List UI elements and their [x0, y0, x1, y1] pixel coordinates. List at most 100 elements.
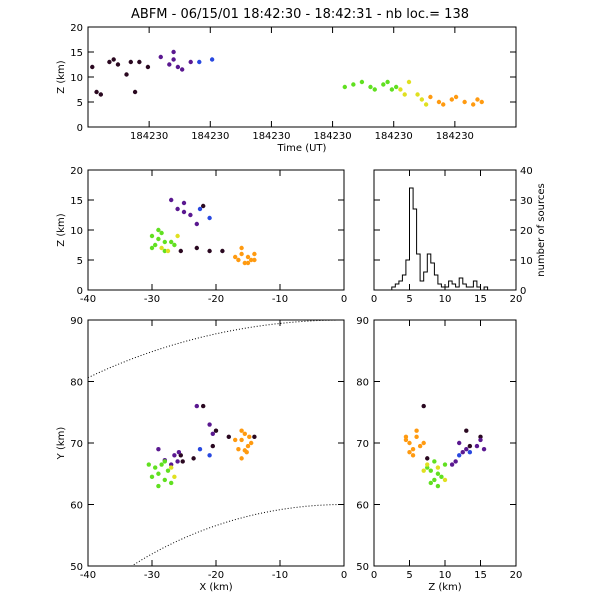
source-point [90, 64, 95, 70]
source-point [481, 446, 487, 452]
source-point [479, 99, 484, 105]
source-point [381, 82, 386, 87]
source-point [414, 428, 419, 433]
source-point [249, 257, 254, 263]
source-point [414, 434, 419, 440]
z-y-panel: 0 5 10 15 20 50 60 70 80 90 Z (km) [356, 316, 522, 593]
source-point [245, 254, 251, 260]
y-tick-label: 10 [70, 226, 83, 237]
source-point [207, 248, 212, 254]
source-point [188, 212, 193, 218]
source-point [419, 97, 425, 102]
source-point [171, 57, 176, 62]
y-tick-label: 20 [70, 166, 83, 177]
source-point [107, 59, 112, 65]
y-tick-label: 50 [70, 562, 83, 573]
x-tick-label: -10 [272, 294, 288, 305]
source-point [153, 465, 158, 470]
source-point [393, 84, 399, 90]
source-point [226, 434, 231, 440]
source-point [181, 209, 187, 215]
source-point [428, 480, 433, 486]
source-point [471, 102, 476, 107]
source-point [449, 97, 454, 102]
source-point [239, 437, 244, 443]
x-y-panel: -40 -30 -20 -10 0 50 60 70 80 90 X (km) Y (km) [56, 316, 347, 593]
x-tick-label: 0 [341, 294, 347, 305]
source-point [172, 242, 177, 248]
x-tick-label: 5 [406, 294, 412, 305]
source-point [169, 465, 174, 470]
source-point [236, 257, 241, 263]
y-tick-label: 20 [520, 226, 533, 237]
source-point [132, 89, 138, 95]
source-point [201, 403, 206, 409]
x-z-panel: -40 -30 -20 -10 0 0 5 10 15 20 Z (km) [56, 166, 347, 305]
x-tick-label: 15 [474, 294, 487, 305]
source-point [162, 477, 167, 483]
source-point [169, 462, 174, 467]
y-tick-label: 10 [70, 73, 83, 84]
y-tick-label: 60 [356, 501, 369, 512]
source-point [156, 227, 161, 233]
source-point [245, 260, 251, 266]
y-tick-label: 0 [77, 123, 83, 134]
x-tick-label: 0 [371, 570, 377, 581]
source-point [165, 248, 171, 254]
y-tick-label: 90 [356, 316, 369, 327]
source-point [432, 477, 437, 483]
source-point [210, 443, 215, 449]
plot-frame [87, 169, 345, 291]
x-tick-label: 184230 [436, 131, 474, 142]
source-point [207, 215, 212, 221]
x-tick-label: 0 [341, 570, 347, 581]
y-tick-label: 15 [70, 48, 83, 59]
x-tick-label: -10 [272, 570, 288, 581]
x-tick-label: 184230 [252, 131, 290, 142]
source-point [159, 462, 164, 467]
x-axis-label: Time (UT) [277, 143, 327, 154]
source-point [171, 49, 176, 55]
source-point [372, 87, 377, 92]
x-tick-label: -30 [144, 570, 160, 581]
source-point [439, 474, 444, 480]
source-point [169, 480, 174, 486]
y-axis-label: Y (km) [56, 427, 67, 461]
source-point [435, 483, 441, 489]
source-point [474, 443, 480, 449]
source-point [175, 64, 181, 70]
source-point [425, 462, 430, 467]
source-point [359, 79, 365, 85]
y-tick-label: 0 [77, 286, 83, 297]
source-point [402, 92, 407, 97]
source-point [162, 239, 167, 245]
source-point [137, 59, 142, 65]
source-point [197, 446, 203, 452]
source-point [428, 468, 433, 473]
source-point [239, 251, 244, 257]
source-point [478, 437, 483, 443]
plot-frame [373, 319, 517, 567]
source-point [124, 72, 129, 77]
source-point [410, 446, 416, 452]
y-tick-label: 80 [70, 378, 83, 389]
source-point [169, 197, 174, 203]
source-point [467, 450, 473, 455]
x-tick-label: 10 [439, 294, 452, 305]
source-point [162, 248, 167, 254]
source-point [403, 434, 409, 440]
source-point [176, 450, 182, 455]
time-height-panel: 184230 184230 184230 184230 184230 184230 0 5 10… [56, 23, 517, 154]
x-tick-label: 184230 [313, 131, 351, 142]
source-point [410, 453, 416, 458]
source-point [351, 82, 356, 87]
source-point [209, 57, 215, 62]
source-point [159, 230, 164, 236]
source-point [149, 245, 155, 251]
source-point [153, 242, 158, 248]
y-axis-label: number of sources [536, 183, 547, 276]
source-point [475, 97, 480, 102]
source-point [442, 462, 448, 467]
